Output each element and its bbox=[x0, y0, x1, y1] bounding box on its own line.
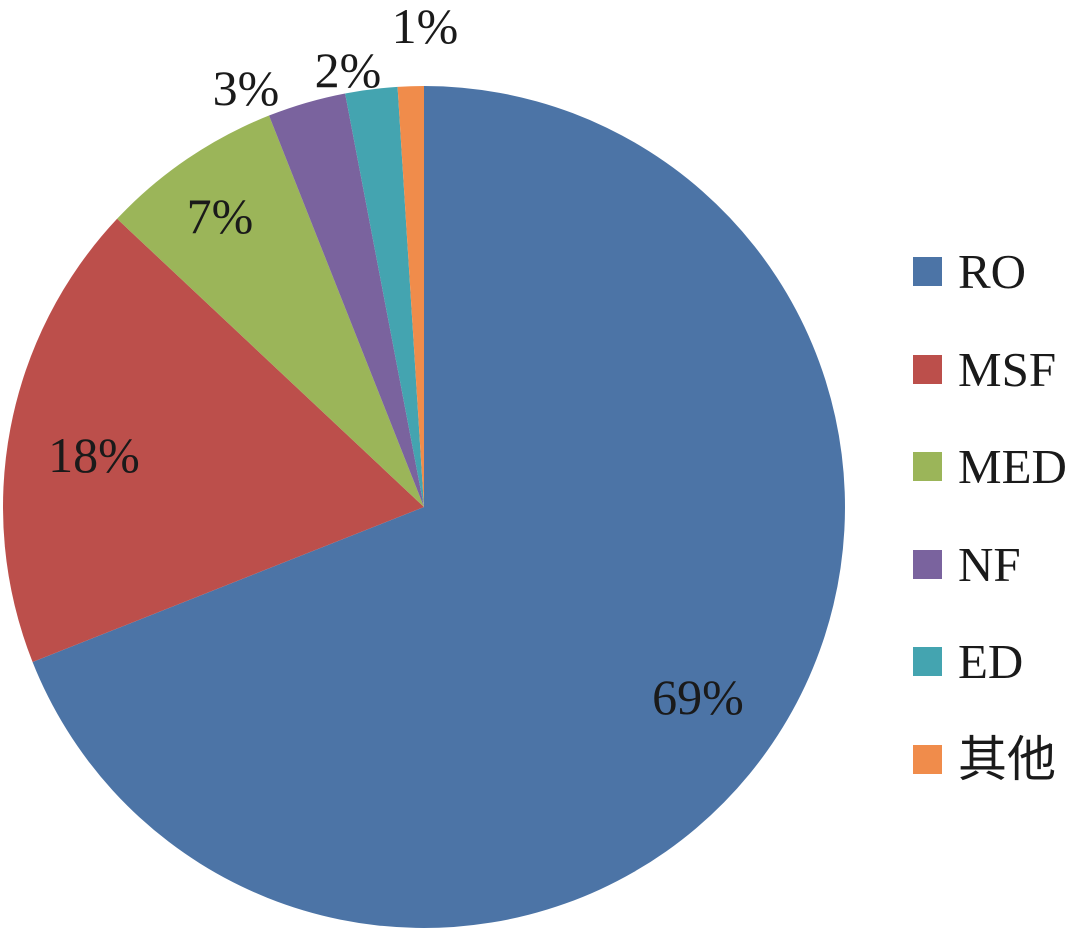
legend-label-ro: RO bbox=[958, 244, 1027, 300]
legend-item-med: MED bbox=[913, 418, 1067, 516]
pie-slice-med bbox=[117, 115, 424, 507]
legend: RO MSF MED NF ED 其他 bbox=[913, 223, 1067, 808]
legend-swatch-ed bbox=[913, 647, 942, 677]
legend-label-other: 其他 bbox=[958, 731, 1057, 787]
legend-swatch-ro bbox=[913, 257, 942, 287]
slice-label-msf: 18% bbox=[48, 427, 140, 483]
pie-slice-msf bbox=[2, 218, 424, 662]
legend-item-nf: NF bbox=[913, 516, 1067, 614]
legend-item-ro: RO bbox=[913, 223, 1067, 321]
legend-item-ed: ED bbox=[913, 613, 1067, 711]
legend-label-msf: MSF bbox=[958, 341, 1057, 397]
legend-item-other: 其他 bbox=[913, 711, 1067, 809]
slice-label-other: 1% bbox=[392, 0, 459, 54]
legend-label-nf: NF bbox=[958, 536, 1021, 592]
legend-swatch-med bbox=[913, 452, 942, 482]
legend-swatch-msf bbox=[913, 354, 942, 384]
slice-label-nf: 3% bbox=[213, 60, 280, 116]
pie-slice-nf bbox=[269, 93, 424, 508]
pie-slice-ed bbox=[345, 86, 424, 507]
pie-slice-ro bbox=[32, 86, 845, 928]
slice-label-med: 7% bbox=[187, 188, 254, 244]
legend-label-ed: ED bbox=[958, 634, 1024, 690]
legend-swatch-nf bbox=[913, 549, 942, 579]
legend-swatch-other bbox=[913, 744, 942, 774]
slice-label-ro: 69% bbox=[652, 669, 744, 725]
pie-slice-other bbox=[397, 86, 424, 507]
legend-label-med: MED bbox=[958, 439, 1067, 495]
legend-item-msf: MSF bbox=[913, 321, 1067, 419]
slice-label-ed: 2% bbox=[315, 42, 382, 98]
